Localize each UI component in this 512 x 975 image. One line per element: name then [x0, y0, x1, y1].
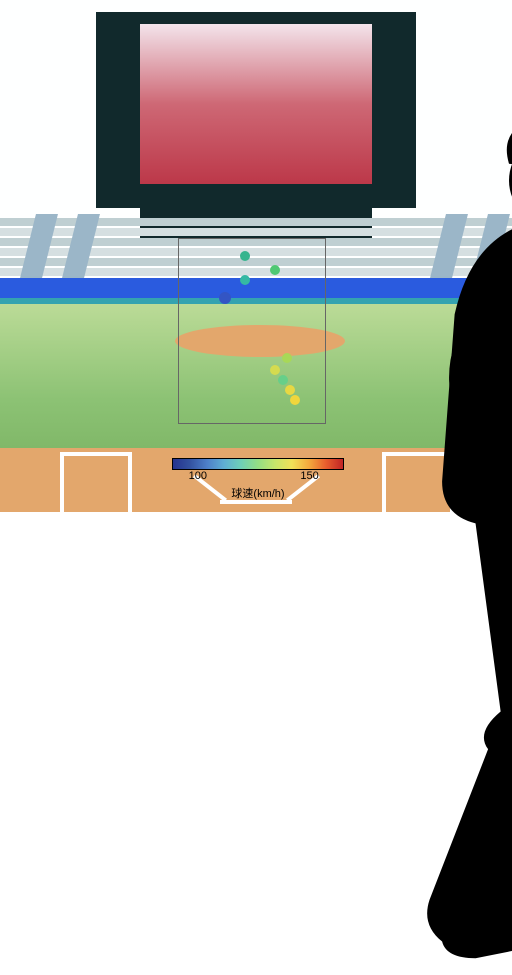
pitch-marker: [240, 275, 250, 285]
chalk-line: [60, 452, 64, 512]
pitch-location-chart: 100 150 球速(km/h): [0, 0, 512, 512]
pitch-marker: [285, 385, 295, 395]
speed-legend: 100 150 球速(km/h): [172, 458, 344, 501]
legend-tick: 150: [300, 470, 318, 482]
legend-gradient-bar: [172, 458, 344, 470]
pitch-marker: [282, 353, 292, 363]
pitch-marker: [270, 365, 280, 375]
pitch-marker: [240, 251, 250, 261]
pitch-marker: [278, 375, 288, 385]
pitch-marker: [290, 395, 300, 405]
strike-zone: [178, 238, 326, 424]
legend-tick: 100: [189, 470, 207, 482]
batter-silhouette: [325, 55, 512, 975]
legend-ticks: 100 150: [172, 470, 344, 484]
chalk-line: [60, 452, 130, 456]
pitch-marker: [219, 292, 231, 304]
legend-label: 球速(km/h): [172, 485, 344, 501]
chalk-line: [128, 452, 132, 512]
pitch-marker: [270, 265, 280, 275]
